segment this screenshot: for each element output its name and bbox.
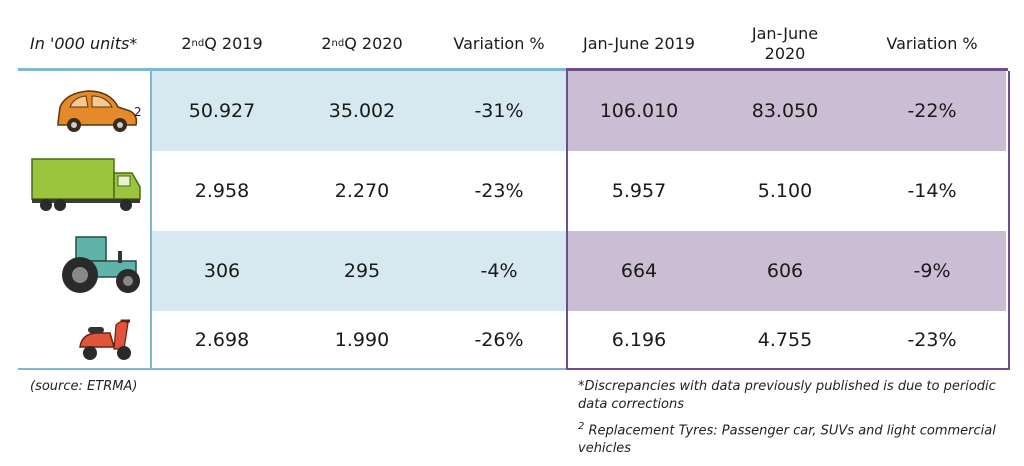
cell-q2019: 2.958 <box>194 180 250 202</box>
row-band-lilac <box>566 71 1006 151</box>
header-rule-purple <box>566 68 1008 71</box>
cell-q2020: 2.270 <box>334 180 390 202</box>
scooter-icon <box>18 311 150 368</box>
tractor-icon <box>18 231 150 311</box>
table-row: 2.698 1.990 -26% 6.196 4.755 -23% <box>18 311 1008 368</box>
cell-var2: -23% <box>907 328 957 351</box>
table-row: 2 50.927 35.002 -31% 106.010 83.050 -22% <box>18 71 1008 151</box>
header-rule <box>18 68 1008 71</box>
cell-jan2020: 4.755 <box>757 328 813 351</box>
cell-var2: -14% <box>907 180 957 202</box>
cell-var1: -4% <box>480 260 518 282</box>
cell-jan2019: 664 <box>620 260 658 282</box>
header-variation-q: Variation % <box>453 34 545 53</box>
cell-jan2020: 5.100 <box>757 180 813 202</box>
cell-jan2019: 5.957 <box>611 180 667 202</box>
truck-icon <box>18 151 150 231</box>
cell-var1: -31% <box>474 100 524 122</box>
cell-jan2019: 6.196 <box>611 328 667 351</box>
cell-var1: -26% <box>474 328 524 351</box>
jan-june-frame <box>566 71 1010 370</box>
cell-q2020: 295 <box>343 260 381 282</box>
table-bottom-rule <box>18 368 566 370</box>
cell-q2020: 35.002 <box>328 100 396 122</box>
table-row: 306 295 -4% 664 606 -9% <box>18 231 1008 311</box>
cell-var2: -9% <box>913 260 951 282</box>
replacement-tyres-note: 2 Replacement Tyres: Passenger car, SUVs… <box>578 421 996 457</box>
discrepancy-note: *Discrepancies with data previously publ… <box>578 379 996 412</box>
units-label: In '000 units* <box>30 34 138 53</box>
cell-var2: -22% <box>907 100 957 122</box>
table-row: 2.958 2.270 -23% 5.957 5.100 -14% <box>18 151 1008 231</box>
car-icon: 2 <box>18 71 150 151</box>
cell-q2019: 50.927 <box>188 100 256 122</box>
header-jan-june-2019: Jan-June 2019 <box>583 34 695 53</box>
icon-column-divider <box>150 71 152 370</box>
row-band-lilac <box>566 231 1006 311</box>
header-variation-jan: Variation % <box>886 34 978 53</box>
cell-var1: -23% <box>474 180 524 202</box>
row-band-blue <box>152 71 566 151</box>
source-note: (source: ETRMA) <box>30 379 138 394</box>
cell-q2020: 1.990 <box>334 328 390 351</box>
cell-jan2020: 606 <box>766 260 804 282</box>
cell-q2019: 306 <box>203 260 241 282</box>
row-band-blue <box>152 231 566 311</box>
cell-jan2019: 106.010 <box>599 100 679 122</box>
cell-q2019: 2.698 <box>194 328 250 351</box>
car-footnote-marker: 2 <box>134 105 142 119</box>
cell-jan2020: 83.050 <box>751 100 819 122</box>
header-jan-june-2020: Jan-June 2020 <box>751 24 819 63</box>
